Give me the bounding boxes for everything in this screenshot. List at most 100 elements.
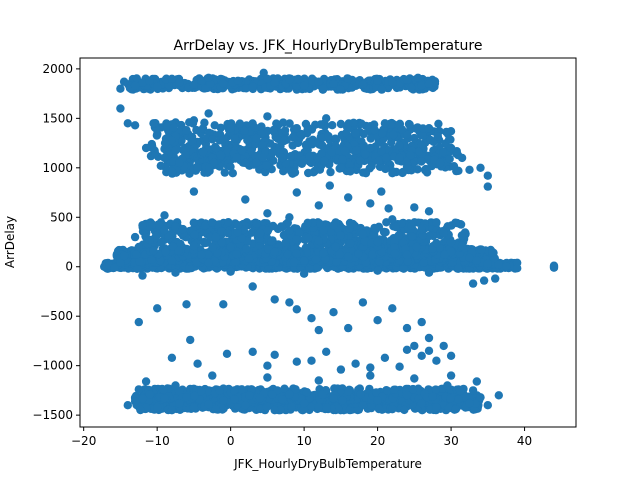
x-tick-label: −20 <box>71 434 96 448</box>
data-point <box>198 147 208 157</box>
data-point <box>123 119 132 128</box>
data-point <box>233 76 243 86</box>
data-point <box>457 153 467 163</box>
x-axis-ticks: −20 −10 0 10 20 30 40 <box>71 427 532 448</box>
data-point <box>324 131 333 141</box>
data-point <box>160 226 169 235</box>
data-point <box>270 247 279 257</box>
data-point <box>258 140 267 149</box>
data-point <box>157 238 166 247</box>
data-point <box>468 386 478 395</box>
data-point <box>476 163 485 172</box>
data-point <box>344 323 353 333</box>
data-point <box>285 390 294 399</box>
data-point <box>388 215 397 224</box>
data-point <box>358 298 368 307</box>
data-point <box>366 371 375 380</box>
x-tick-label: 40 <box>517 434 532 448</box>
data-point <box>354 249 363 258</box>
data-point <box>402 345 412 354</box>
data-point <box>336 365 346 374</box>
data-point <box>457 231 467 240</box>
data-point <box>410 341 419 351</box>
data-point <box>145 76 154 86</box>
data-point <box>228 169 237 178</box>
data-point <box>378 129 387 138</box>
data-point <box>168 242 178 251</box>
data-point <box>252 133 261 143</box>
data-point <box>388 405 397 414</box>
data-point <box>483 401 492 410</box>
data-point <box>322 114 331 123</box>
data-point <box>130 81 140 90</box>
data-point <box>171 222 180 231</box>
data-point <box>549 263 559 272</box>
data-point <box>233 227 242 237</box>
data-point <box>439 148 448 157</box>
data-point <box>328 121 337 130</box>
data-point <box>345 161 355 170</box>
data-point <box>366 134 375 143</box>
data-point <box>418 124 428 133</box>
data-point <box>116 104 125 113</box>
data-point <box>417 317 426 327</box>
data-point <box>198 124 208 133</box>
data-point <box>174 246 183 255</box>
data-point <box>285 75 294 85</box>
data-point <box>252 158 261 167</box>
data-point <box>204 258 213 267</box>
data-point <box>189 218 198 227</box>
data-point <box>197 76 206 85</box>
x-tick-label: 10 <box>296 434 311 448</box>
data-point <box>320 156 329 166</box>
data-point <box>270 78 279 87</box>
data-point <box>417 81 426 90</box>
data-point <box>290 168 300 177</box>
data-point <box>402 323 412 333</box>
data-point <box>160 394 169 403</box>
data-point <box>219 134 228 144</box>
data-point <box>134 385 143 394</box>
data-point <box>413 73 423 83</box>
data-point <box>424 231 434 241</box>
data-point <box>138 394 148 403</box>
data-point <box>178 224 188 234</box>
data-point <box>374 404 384 414</box>
data-point <box>424 333 434 343</box>
data-point <box>403 257 413 266</box>
data-point <box>472 256 481 265</box>
data-point <box>344 193 353 202</box>
data-point <box>446 238 456 247</box>
data-point <box>315 219 324 228</box>
data-point <box>211 405 221 414</box>
x-tick-label: 20 <box>370 434 385 448</box>
data-point <box>197 250 206 260</box>
data-point <box>190 230 199 240</box>
data-point <box>357 119 366 128</box>
data-point <box>329 394 338 403</box>
data-point <box>151 231 161 240</box>
data-point <box>418 231 428 240</box>
data-point <box>226 124 235 133</box>
data-point <box>513 264 522 273</box>
data-point <box>329 221 338 230</box>
data-point <box>373 76 382 86</box>
data-point <box>285 226 294 235</box>
data-point <box>372 388 381 397</box>
data-point <box>356 390 365 399</box>
data-point <box>491 274 500 283</box>
data-point <box>204 400 213 409</box>
data-point <box>417 157 426 166</box>
data-point <box>390 243 399 252</box>
data-point <box>192 125 201 135</box>
data-point <box>259 68 268 78</box>
data-point <box>285 298 294 307</box>
data-point <box>243 136 252 145</box>
data-point <box>454 395 463 404</box>
data-point <box>182 300 191 309</box>
data-point <box>366 363 375 372</box>
data-point <box>189 80 199 89</box>
data-point <box>340 146 350 156</box>
data-point <box>226 162 235 171</box>
data-point <box>130 397 140 406</box>
